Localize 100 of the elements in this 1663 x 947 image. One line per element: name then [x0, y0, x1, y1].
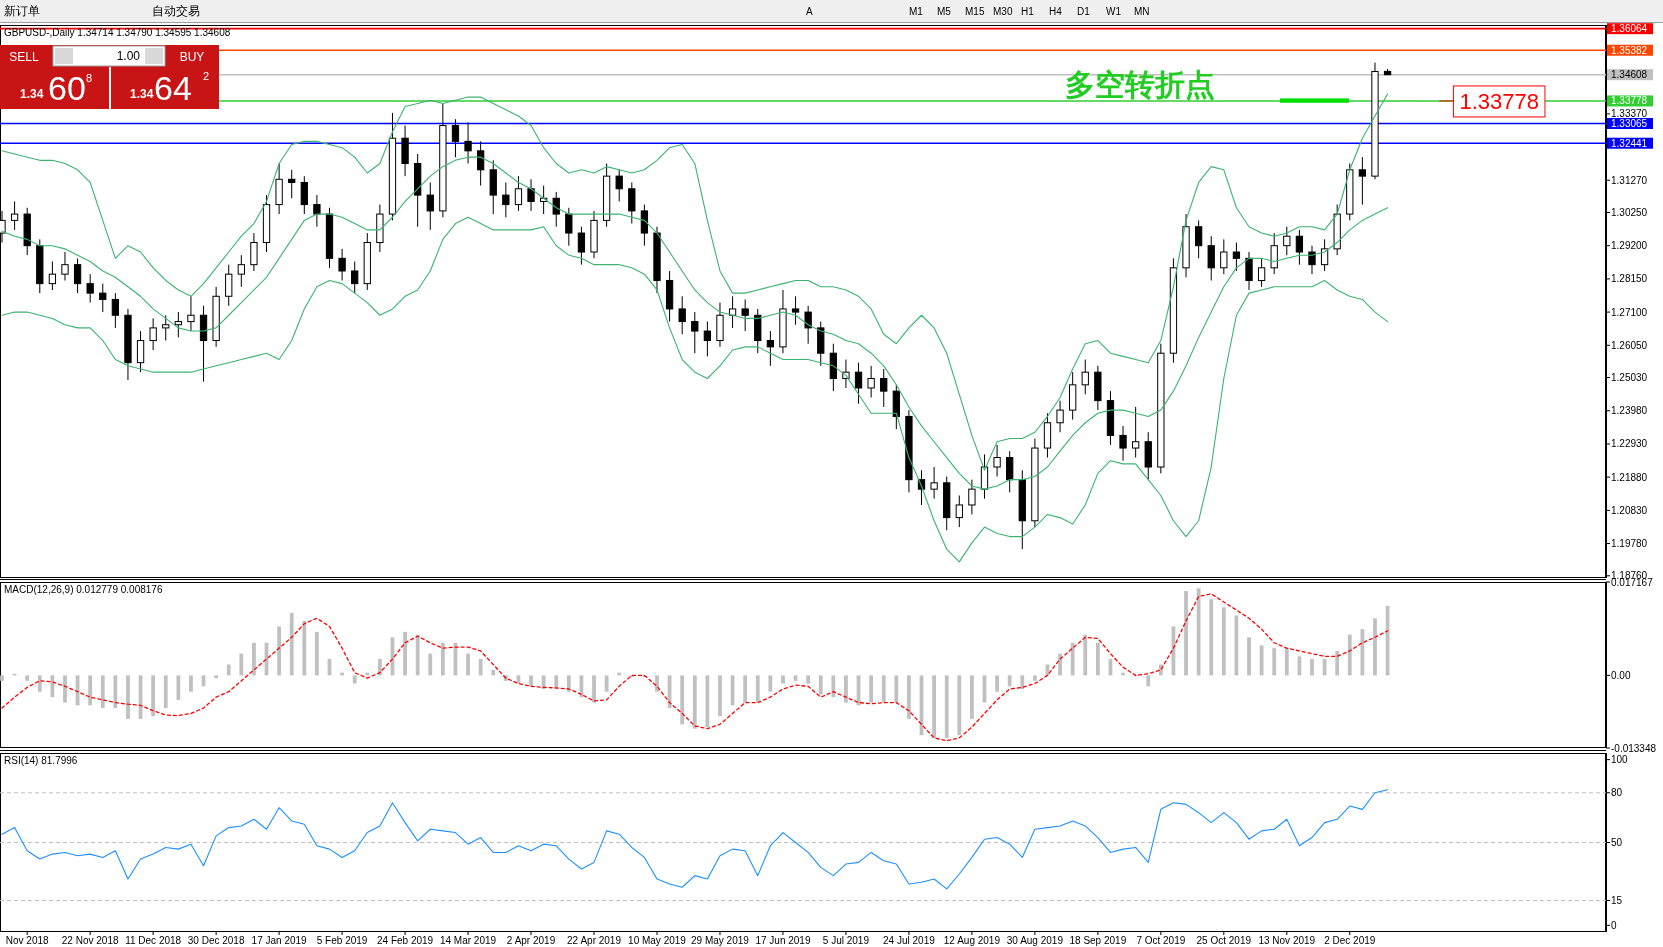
- bar: [957, 675, 962, 736]
- ref-line-label: 1.33065: [1611, 117, 1648, 129]
- text: MN: [1134, 6, 1150, 17]
- y-tick-label: 1.21880: [1611, 471, 1648, 483]
- bar: [944, 675, 949, 738]
- candlestick: [502, 181, 510, 218]
- bar: [491, 669, 496, 676]
- annotation: 1.34: [20, 87, 44, 101]
- bar: [881, 675, 886, 703]
- candlestick: [10, 200, 19, 231]
- bar: [1070, 642, 1075, 676]
- bar: [869, 675, 874, 703]
- candlestick: [955, 494, 963, 528]
- candlestick: [728, 295, 737, 329]
- bar: [0, 675, 4, 681]
- bar: [818, 675, 823, 695]
- annotation: 8: [86, 72, 93, 84]
- candlestick: [880, 368, 888, 408]
- bar: [894, 675, 899, 703]
- annotation: SELL: [9, 50, 39, 64]
- y-tick-label: 1.30250: [1611, 207, 1648, 218]
- y-tick-label: 1.26050: [1611, 339, 1648, 351]
- ref-line-label: 1.36064: [1611, 23, 1648, 35]
- candlestick: [628, 181, 636, 225]
- candlestick: [791, 295, 800, 326]
- bar: [743, 675, 748, 703]
- text: M30: [993, 6, 1013, 17]
- candlestick: [565, 207, 573, 247]
- x-tick-label: 7 Oct 2019: [1136, 935, 1186, 946]
- bar: [1209, 599, 1214, 676]
- y-tick-label: -0.013348: [1611, 742, 1657, 754]
- y-tick-label: 1.28150: [1611, 273, 1648, 285]
- line-series: [1, 789, 1389, 890]
- bar: [1221, 607, 1226, 676]
- candlestick: [338, 248, 346, 281]
- chart-title: RSI(14) 81.7996: [4, 755, 78, 766]
- annotation: 1.33778: [1459, 88, 1539, 114]
- bar: [440, 642, 445, 676]
- text: A: [806, 6, 813, 17]
- text: D1: [1077, 6, 1091, 17]
- y-tick-label: 1.23980: [1611, 405, 1648, 417]
- annotation: 1.34: [130, 87, 154, 101]
- x-tick-label: 30 Aug 2019: [1006, 935, 1064, 946]
- x-tick-label: 30 Dec 2018: [187, 935, 245, 946]
- annotation: 2: [203, 70, 210, 82]
- candlestick: [313, 194, 321, 228]
- ref-line-label: 1.32441: [1611, 137, 1648, 149]
- x-tick-label: 2 Apr 2019: [506, 935, 556, 946]
- candlestick: [351, 261, 359, 294]
- x-tick-label: 11 Dec 2018: [125, 935, 182, 946]
- candlestick: [149, 317, 157, 351]
- bar: [1360, 629, 1365, 676]
- y-tick-label: 0: [1611, 919, 1617, 931]
- line-series: [1, 216, 1389, 563]
- bar: [718, 675, 722, 717]
- bar: [1184, 591, 1188, 676]
- x-tick-label: 22 Apr 2019: [567, 935, 622, 946]
- text: H1: [1021, 6, 1035, 17]
- candlestick: [111, 292, 120, 329]
- candlestick: [477, 140, 485, 187]
- text: M1: [909, 6, 924, 17]
- bar: [25, 675, 30, 681]
- bar: [1083, 634, 1088, 676]
- candlestick: [804, 305, 812, 345]
- y-tick-label: 1.19780: [1611, 538, 1648, 550]
- candlestick: [237, 254, 245, 288]
- candlestick: [1283, 226, 1291, 256]
- candlestick: [187, 295, 195, 332]
- y-tick-label: 1.25030: [1611, 372, 1648, 384]
- bar: [189, 675, 193, 692]
- text: H4: [1049, 6, 1063, 17]
- annotation: BUY: [179, 50, 205, 64]
- line-series: [1, 593, 1389, 742]
- candlestick: [225, 264, 233, 307]
- bar: [352, 675, 357, 684]
- candlestick: [640, 204, 649, 247]
- candlestick: [1132, 406, 1140, 459]
- bar: [932, 675, 936, 738]
- candlestick: [1358, 156, 1367, 206]
- x-tick-label: 17 Jun 2019: [755, 935, 811, 946]
- x-tick-label: 18 Sep 2019: [1069, 935, 1127, 946]
- x-tick-label: 24 Feb 2019: [376, 935, 434, 946]
- bar: [466, 653, 470, 676]
- text: M5: [937, 6, 952, 17]
- bar: [529, 675, 533, 687]
- bar: [151, 675, 156, 717]
- candlestick: [615, 169, 623, 202]
- candlestick: [162, 314, 170, 342]
- x-tick-label: 14 Mar 2019: [439, 935, 497, 946]
- bar: [592, 675, 596, 703]
- candlestick: [1056, 400, 1064, 433]
- candlestick: [250, 232, 258, 272]
- bar: [705, 675, 710, 728]
- x-tick-label: 17 Jan 2019: [251, 935, 308, 946]
- candlestick: [741, 298, 749, 332]
- candlestick: [174, 311, 182, 338]
- bar: [377, 659, 382, 676]
- bar: [604, 675, 609, 692]
- x-tick-label: 12 Aug 2019: [943, 935, 1001, 946]
- bar: [126, 675, 130, 719]
